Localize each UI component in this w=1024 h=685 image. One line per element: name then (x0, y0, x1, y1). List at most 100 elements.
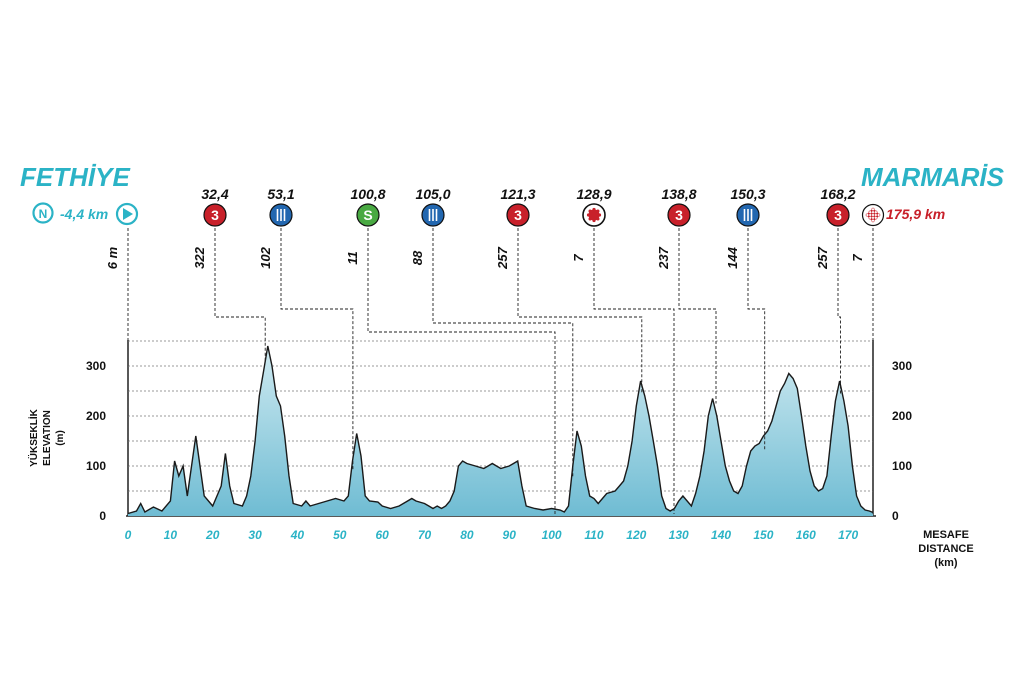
feed-zone-icon (421, 203, 445, 227)
x-tick-label: 0 (125, 528, 132, 542)
waypoint-elevation-label: 7 (571, 254, 586, 262)
x-tick-label: 110 (584, 528, 603, 542)
bonus-sprint-icon (582, 203, 606, 227)
waypoint-km-label: 168,2 (820, 186, 855, 202)
bonus-ray (592, 207, 596, 212)
climb-circle (826, 203, 850, 227)
elevation-line (127, 345, 874, 515)
x-tick-label: 90 (503, 528, 517, 542)
y-tick-label-right: 300 (892, 359, 912, 373)
bonus-ray (586, 213, 591, 217)
x-tick-label: 100 (542, 528, 562, 542)
waypoint-km-label: 138,8 (661, 186, 696, 202)
waypoint-km-label: 121,3 (500, 186, 535, 202)
x-tick-label: 70 (418, 528, 432, 542)
waypoint-km-label: 53,1 (267, 186, 294, 202)
y-tick-labels: 0 0 100 100 200 200 300 300 (86, 359, 912, 523)
x-tick-label: 20 (205, 528, 220, 542)
x-tick-labels: 0 10 20 30 40 50 60 70 80 90 100 110 120 130 140 150 160… (125, 528, 859, 542)
waypoint-km-label: 100,8 (350, 186, 385, 202)
y-axis-title: YÜKSEKLİK ELEVATION (m) (27, 408, 66, 467)
sprint-label: S (363, 207, 372, 223)
waypoint-elevation-label: 7 (850, 254, 865, 262)
climb-category-label: 3 (514, 207, 522, 223)
waypoint-km-label: 32,4 (201, 186, 228, 202)
x-tick-label: 30 (248, 528, 262, 542)
waypoint-elevation-label: 322 (192, 246, 207, 268)
climb-cat-3-icon: 3 (826, 203, 850, 227)
x-tick-label: 40 (290, 528, 305, 542)
feed-zone-icon (269, 203, 293, 227)
leader-line (517, 228, 643, 394)
x-axis-title-en: DISTANCE (918, 543, 973, 555)
waypoint-elevation-label: 88 (410, 250, 425, 265)
climb-category-label: 3 (211, 207, 219, 223)
waypoint-km-label: 128,9 (576, 186, 611, 202)
waypoint-elevation-label: 237 (656, 246, 671, 269)
waypoint-elevation-label: 11 (345, 251, 360, 265)
y-tick-label-left: 0 (99, 509, 106, 523)
y-tick-label-left: 300 (86, 359, 106, 373)
x-tick-label: 10 (164, 528, 178, 542)
neutral-distance-label: -4,4 km (60, 206, 108, 222)
x-tick-label: 120 (626, 528, 646, 542)
bonus-center (588, 209, 600, 221)
waypoint-elevation-label: 102 (258, 246, 273, 268)
sprint-icon: S (356, 203, 380, 227)
start-flag-icon (115, 202, 139, 226)
bonus-ray (596, 217, 600, 221)
bonus-ray (588, 217, 592, 221)
waypoint-leader-lines (127, 228, 874, 514)
finish-city-title: MARMARİS (861, 162, 1005, 192)
waypoint-elevation-label: 257 (495, 246, 510, 269)
leader-line (593, 228, 675, 514)
finish-distance-label: 175,9 km (886, 206, 945, 222)
climb-circle (203, 203, 227, 227)
x-tick-label: 150 (753, 528, 773, 542)
elevation-area (128, 346, 874, 516)
climb-category-label: 3 (675, 207, 683, 223)
waypoint-km-label: 150,3 (730, 186, 765, 202)
waypoint-elevation-label: 257 (815, 246, 830, 269)
y-tick-label-right: 200 (892, 409, 912, 423)
climb-cat-3-icon: 3 (203, 203, 227, 227)
x-tick-label: 170 (838, 528, 858, 542)
y-tick-label-right: 100 (892, 459, 912, 473)
start-city-title: FETHİYE (20, 162, 130, 192)
finish-flag-icon (861, 203, 885, 227)
climb-cat-3-icon: 3 (667, 203, 691, 227)
waypoint-markers: 6 m 32,4 322 3 53,1 102 100,8 11 S 105,0 88 121,3 25… (105, 186, 885, 270)
bonus-ray (588, 209, 592, 213)
leader-line (214, 228, 266, 361)
x-tick-label: 50 (333, 528, 347, 542)
neutral-start-icon: N (32, 202, 54, 224)
y-tick-label-right: 0 (892, 509, 899, 523)
waypoint-elevation-label: 6 m (105, 246, 120, 269)
climb-cat-3-icon: 3 (506, 203, 530, 227)
climb-category-label: 3 (834, 207, 842, 223)
bonus-ray (596, 209, 600, 213)
x-tick-label: 140 (711, 528, 731, 542)
leader-line (747, 228, 766, 450)
leader-line (280, 228, 354, 471)
bonus-ray (597, 213, 602, 217)
y-axis-title-en: ELEVATION (42, 410, 53, 466)
leader-line (432, 228, 574, 478)
y-tick-label-left: 100 (86, 459, 106, 473)
x-axis-unit: (km) (934, 557, 958, 569)
y-axis-title-tr: YÜKSEKLİK (27, 408, 40, 467)
feed-zone-icon (736, 203, 760, 227)
neutral-icon-letter: N (39, 207, 48, 221)
x-tick-label: 160 (796, 528, 816, 542)
leader-line (367, 228, 556, 514)
y-axis-unit: (m) (55, 430, 66, 446)
x-axis-title-tr: MESAFE (923, 529, 969, 541)
sprint-circle (356, 203, 380, 227)
x-tick-label: 80 (460, 528, 474, 542)
bonus-ray (592, 218, 596, 223)
x-axis-title: MESAFE DISTANCE (km) (918, 529, 973, 569)
y-tick-label-left: 200 (86, 409, 106, 423)
waypoint-elevation-label: 144 (725, 246, 740, 268)
